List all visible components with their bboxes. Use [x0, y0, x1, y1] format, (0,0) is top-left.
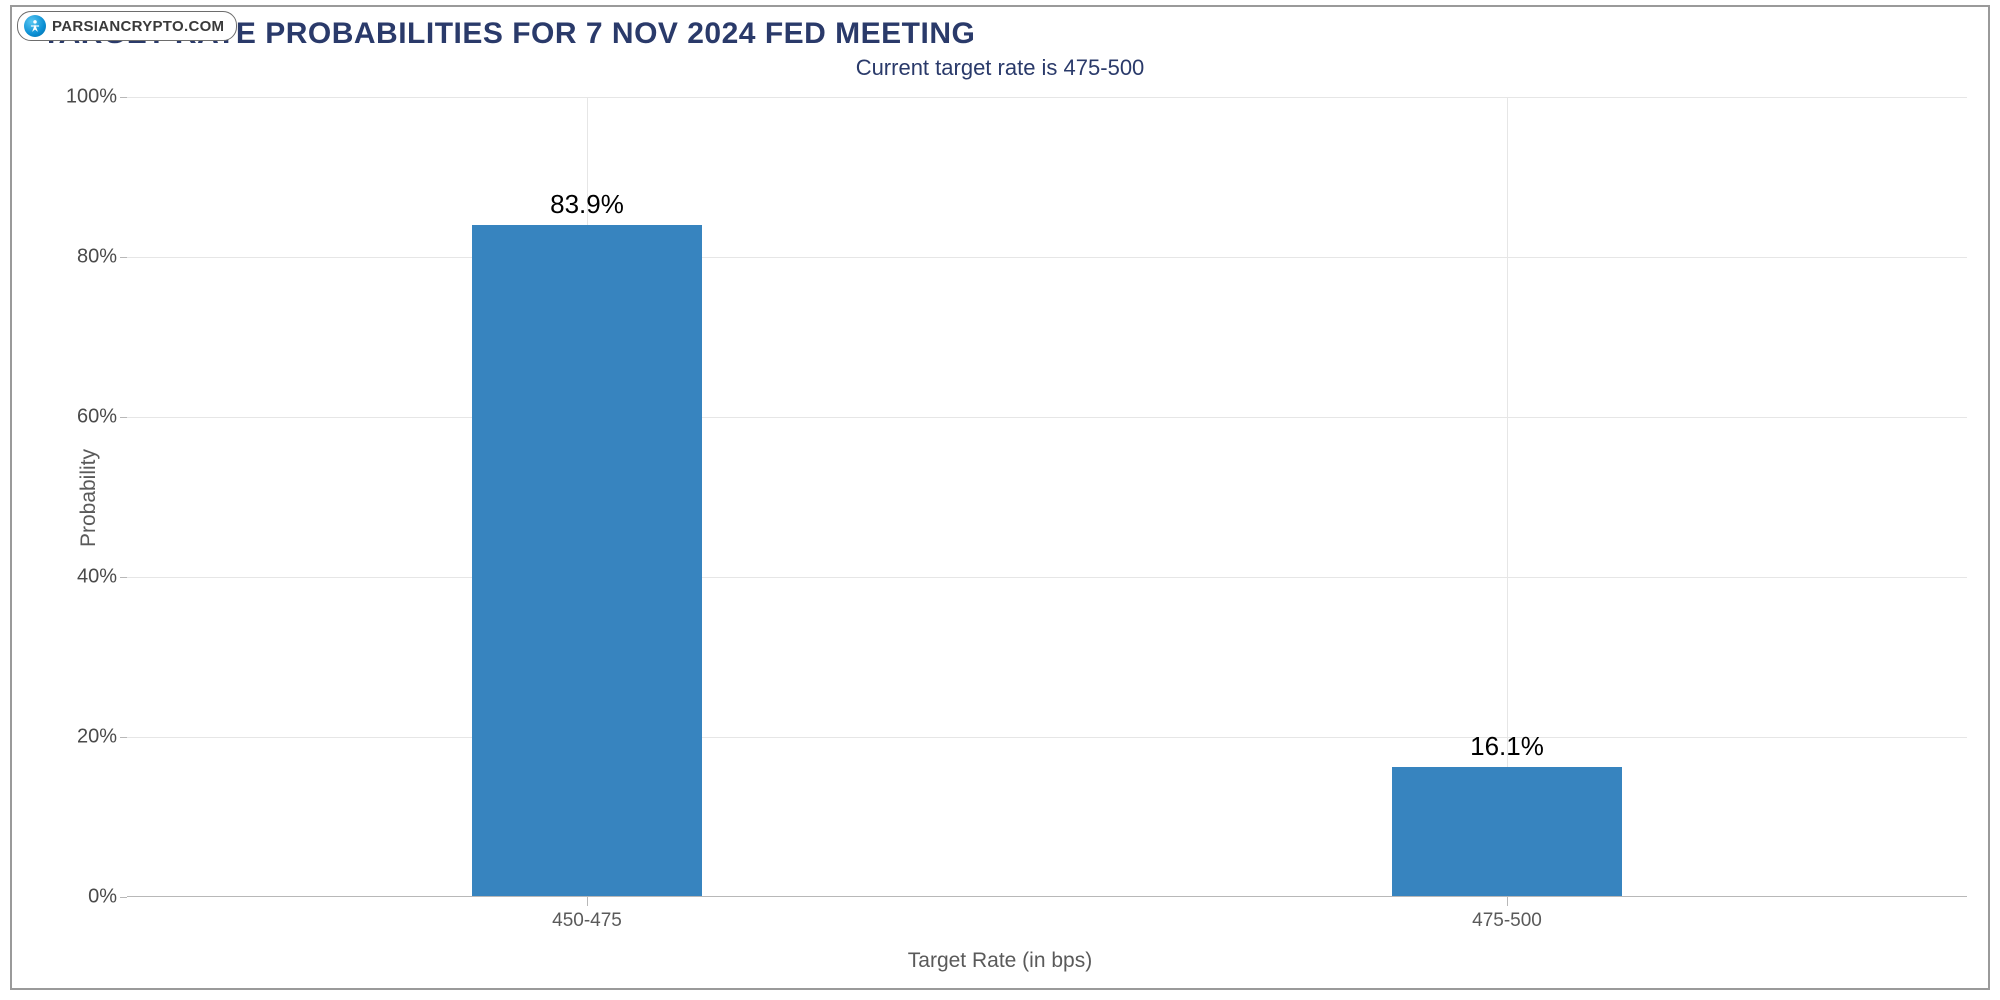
gridline [127, 257, 1967, 258]
bar-value-label: 83.9% [550, 189, 624, 226]
bar [1392, 767, 1622, 896]
y-tick-mark [120, 737, 127, 738]
y-axis-title: Probability [77, 448, 101, 546]
gridline [127, 417, 1967, 418]
y-tick-mark [120, 417, 127, 418]
x-tick-mark [1507, 896, 1508, 906]
gridline [127, 577, 1967, 578]
y-tick-mark [120, 897, 127, 898]
bar [472, 225, 702, 896]
globe-figure-icon [24, 15, 46, 37]
y-tick-mark [120, 577, 127, 578]
x-tick-label: 475-500 [1472, 910, 1542, 932]
gridline [127, 97, 1967, 98]
watermark-text: PARSIANCRYPTO.COM [52, 18, 224, 35]
y-tick-mark [120, 97, 127, 98]
y-tick-label: 20% [77, 726, 117, 749]
chart-subtitle: Current target rate is 475-500 [12, 55, 1988, 81]
y-tick-label: 80% [77, 246, 117, 269]
watermark-badge: PARSIANCRYPTO.COM [17, 11, 237, 41]
y-tick-label: 0% [88, 886, 117, 909]
plot-area: 0%20%40%60%80%100%83.9%450-47516.1%475-5… [127, 97, 1967, 897]
x-tick-mark [587, 896, 588, 906]
y-tick-label: 40% [77, 566, 117, 589]
gridline [127, 737, 1967, 738]
bar-value-label: 16.1% [1470, 731, 1544, 768]
y-tick-label: 60% [77, 406, 117, 429]
x-tick-label: 450-475 [552, 910, 622, 932]
y-tick-mark [120, 257, 127, 258]
y-tick-label: 100% [66, 86, 117, 109]
x-axis-title: Target Rate (in bps) [12, 949, 1988, 973]
chart-frame: PARSIANCRYPTO.COM TARGET RATE PROBABILIT… [10, 5, 1990, 990]
